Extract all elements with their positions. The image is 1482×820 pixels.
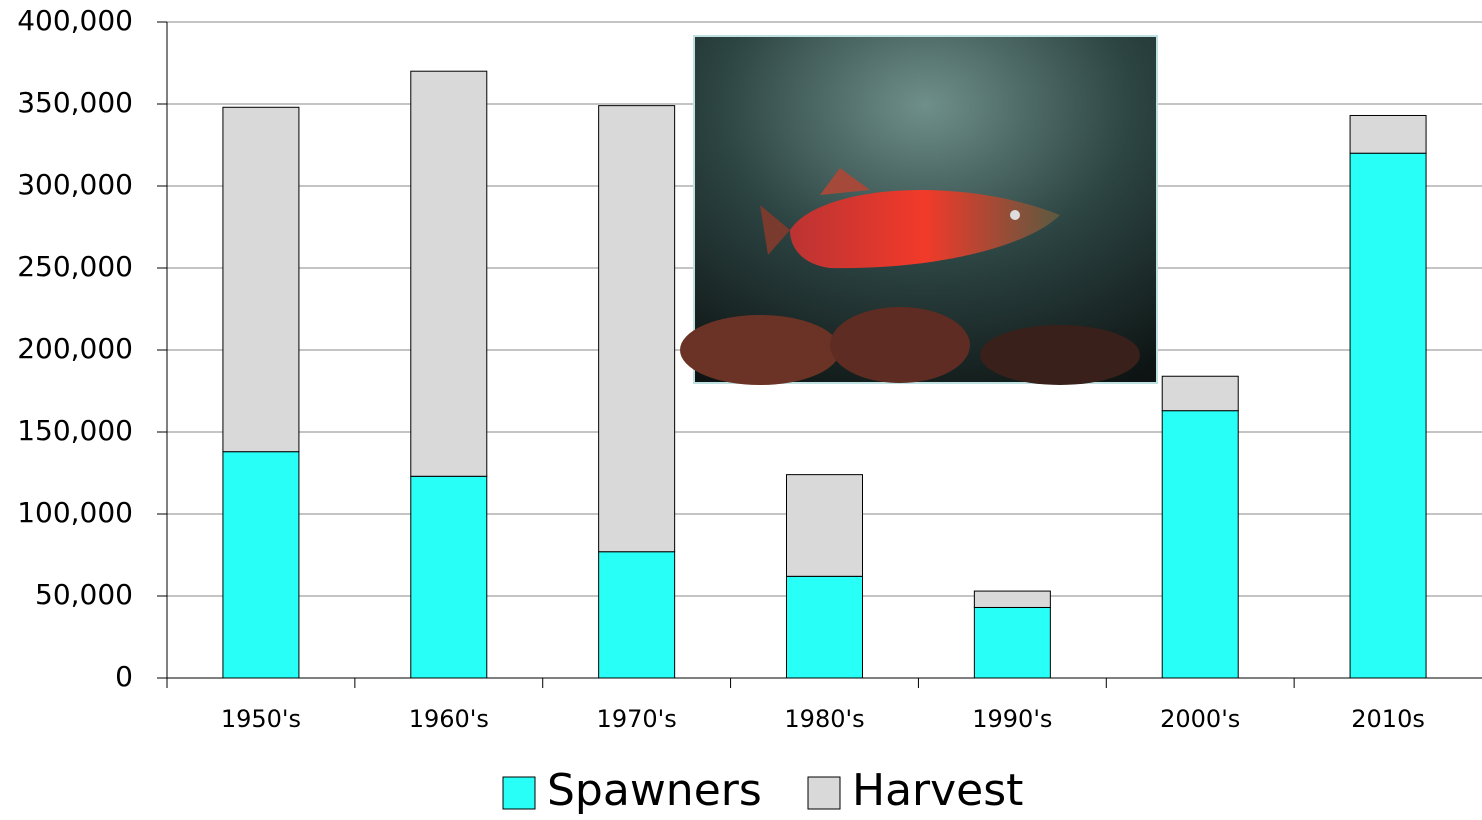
bar-segment — [410, 475, 488, 679]
bar-segment — [1349, 152, 1427, 679]
y-tick-label: 250,000 — [17, 250, 133, 283]
x-tick-label: 2000's — [1160, 705, 1240, 733]
legend: Spawners Harvest — [502, 765, 1023, 816]
y-tick-label: 100,000 — [17, 496, 133, 529]
legend-label: Spawners — [547, 765, 762, 816]
bar-segment — [1161, 375, 1239, 412]
bar-segment — [1349, 114, 1427, 154]
x-tick-label: 2010s — [1351, 705, 1425, 733]
grid: 0 50,000 100,000 150,000 200,000 250,000 300,0… — [17, 4, 1482, 733]
bar-segment — [598, 105, 676, 553]
bars — [222, 70, 1427, 679]
y-tick-label: 200,000 — [17, 332, 133, 365]
bar-segment — [410, 70, 488, 477]
legend-label: Harvest — [852, 765, 1023, 816]
bar-segment — [598, 551, 676, 679]
photo — [680, 35, 1158, 385]
legend-swatch — [807, 776, 841, 810]
legend-swatch — [502, 776, 536, 810]
x-tick-label: 1960's — [409, 705, 489, 733]
x-tick-label: 1990's — [972, 705, 1052, 733]
bar-segment — [973, 606, 1051, 679]
y-tick-label: 50,000 — [35, 578, 133, 611]
y-tick-label: 400,000 — [17, 4, 133, 37]
y-tick-label: 300,000 — [17, 168, 133, 201]
x-tick-label: 1950's — [221, 705, 301, 733]
bar-segment — [786, 575, 863, 679]
y-tick-label: 0 — [115, 660, 133, 693]
bar-segment — [1161, 410, 1239, 679]
bar-segment — [786, 474, 863, 577]
y-tick-label: 350,000 — [17, 86, 133, 119]
bar-segment — [222, 451, 300, 679]
x-tick-label: 1970's — [597, 705, 677, 733]
x-tick-label: 1980's — [784, 705, 864, 733]
bar-segment — [973, 590, 1051, 608]
bar-segment — [222, 106, 300, 453]
y-tick-label: 150,000 — [17, 414, 133, 447]
